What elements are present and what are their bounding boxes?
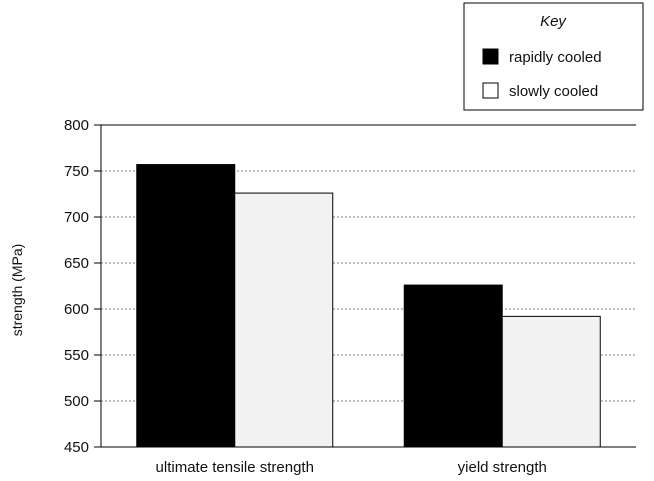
y-tick-label: 500	[64, 393, 89, 410]
category-labels: ultimate tensile strength yield strength	[156, 459, 547, 476]
y-tick-label: 600	[64, 301, 89, 318]
legend: Key rapidly cooled slowly cooled	[463, 2, 644, 111]
legend-label: rapidly cooled	[509, 49, 602, 66]
bar-slowly-cooled-0	[234, 192, 334, 448]
y-tick-label: 550	[64, 347, 89, 364]
axes	[94, 124, 636, 448]
bar-slowly-cooled-1	[501, 315, 601, 448]
category-label: yield strength	[458, 459, 547, 476]
legend-swatch	[482, 48, 499, 65]
y-tick-label: 700	[64, 209, 89, 226]
bar-rapidly-cooled-0	[136, 164, 236, 448]
legend-title: Key	[540, 13, 567, 30]
bars	[136, 164, 601, 448]
legend-swatch	[482, 82, 499, 99]
y-tick-label: 750	[64, 163, 89, 180]
y-tick-label: 450	[64, 439, 89, 456]
y-tick-label: 650	[64, 255, 89, 272]
legend-label: slowly cooled	[509, 83, 598, 100]
y-tick-label: 800	[64, 117, 89, 134]
bar-rapidly-cooled-1	[403, 284, 503, 448]
y-axis-title: strength (MPa)	[9, 244, 25, 337]
category-label: ultimate tensile strength	[156, 459, 314, 476]
y-tick-labels: 450 500 550 600 650 700 750 800	[64, 117, 89, 456]
